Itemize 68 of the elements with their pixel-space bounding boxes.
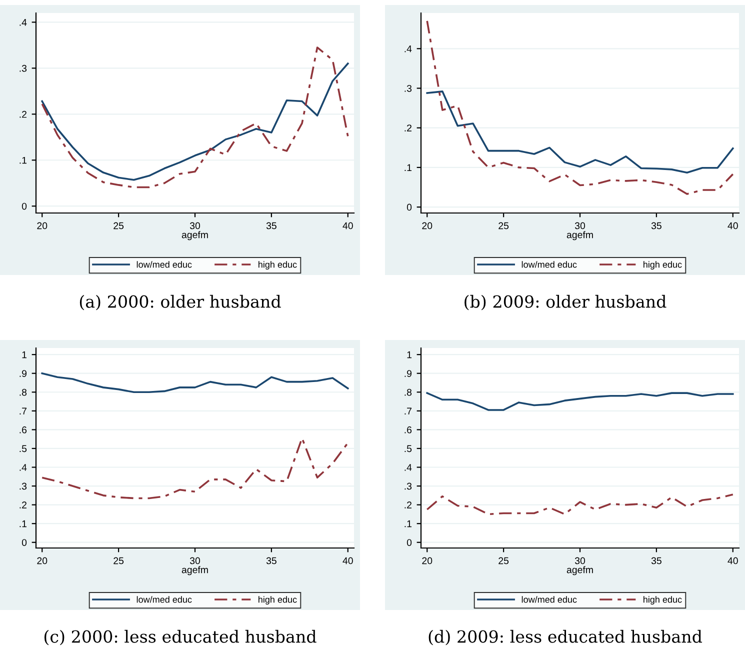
- y-tick-label: .1: [20, 520, 26, 528]
- x-tick-label: 30: [574, 557, 586, 564]
- x-tick-label: 35: [266, 222, 276, 230]
- x-tick-label: 25: [114, 222, 124, 230]
- x-tick-label: 40: [728, 222, 738, 230]
- x-tick-label: 30: [190, 557, 200, 564]
- x-axis-title: agefm: [182, 566, 208, 576]
- x-axis-title: agefm: [566, 231, 593, 240]
- y-tick-label: .3: [404, 84, 412, 92]
- y-tick-label: .4: [404, 45, 412, 52]
- x-tick-label: 25: [114, 557, 124, 564]
- legend-label: high educ: [258, 596, 297, 605]
- y-tick-label: 0: [406, 539, 412, 546]
- y-tick-label: .3: [20, 64, 27, 72]
- y-tick-label: .2: [404, 502, 412, 508]
- legend-label: high educ: [644, 261, 682, 270]
- x-tick-label: 25: [498, 222, 509, 230]
- x-tick-label: 20: [37, 557, 48, 564]
- y-tick-label: .5: [20, 445, 27, 452]
- y-tick-label: .1: [404, 520, 412, 528]
- y-tick-label: .7: [20, 408, 26, 414]
- y-tick-label: 0: [406, 204, 412, 211]
- y-tick-label: .4: [404, 464, 412, 471]
- y-tick-label: 1: [407, 351, 412, 358]
- y-tick-label: 0: [22, 539, 27, 546]
- x-tick-label: 30: [574, 222, 586, 230]
- legend-label: low/med educ: [522, 261, 577, 268]
- x-tick-label: 40: [342, 222, 353, 230]
- x-tick-label: 40: [342, 557, 353, 564]
- legend-label: low/med educ: [136, 596, 192, 603]
- y-tick-label: .1: [404, 164, 412, 171]
- y-tick-label: .8: [404, 388, 412, 396]
- text: (c) 2000: less educated husband: [44, 630, 316, 646]
- y-tick-label: .9: [404, 370, 412, 377]
- text: (a) 2000: older husband: [80, 294, 281, 310]
- x-tick-label: 20: [37, 222, 48, 230]
- y-tick-label: 1: [22, 351, 26, 358]
- y-tick-label: .2: [20, 502, 26, 508]
- y-tick-label: .4: [20, 19, 27, 26]
- text: (d) 2009: less educated husband: [428, 630, 702, 646]
- y-tick-label: .6: [20, 426, 27, 434]
- legend-label: high educ: [258, 261, 297, 270]
- y-tick-label: .7: [404, 408, 412, 414]
- y-tick-label: .4: [20, 464, 27, 471]
- x-tick-label: 30: [190, 222, 200, 230]
- y-tick-label: .1: [20, 156, 26, 164]
- x-tick-label: 35: [651, 557, 662, 564]
- legend-label: high educ: [644, 596, 682, 605]
- text: (b) 2009: older husband: [464, 294, 666, 310]
- y-tick-label: .2: [20, 110, 26, 118]
- x-tick-label: 20: [422, 557, 432, 564]
- y-tick-label: .2: [404, 124, 412, 132]
- y-tick-label: .5: [404, 445, 412, 452]
- x-tick-label: 40: [728, 557, 738, 564]
- legend-label: low/med educ: [522, 596, 577, 603]
- y-tick-label: .3: [404, 482, 412, 490]
- x-axis-title: agefm: [182, 231, 208, 240]
- y-tick-label: .8: [20, 388, 27, 396]
- x-tick-label: 20: [422, 222, 432, 230]
- x-tick-label: 25: [498, 557, 509, 564]
- x-tick-label: 35: [266, 557, 276, 564]
- x-axis-title: agefm: [566, 566, 593, 576]
- y-tick-label: 0: [22, 202, 27, 210]
- x-tick-label: 35: [651, 222, 662, 230]
- y-tick-label: .3: [20, 482, 27, 490]
- legend-label: low/med educ: [136, 261, 192, 268]
- y-tick-label: .6: [404, 426, 412, 434]
- y-tick-label: .9: [20, 370, 27, 377]
